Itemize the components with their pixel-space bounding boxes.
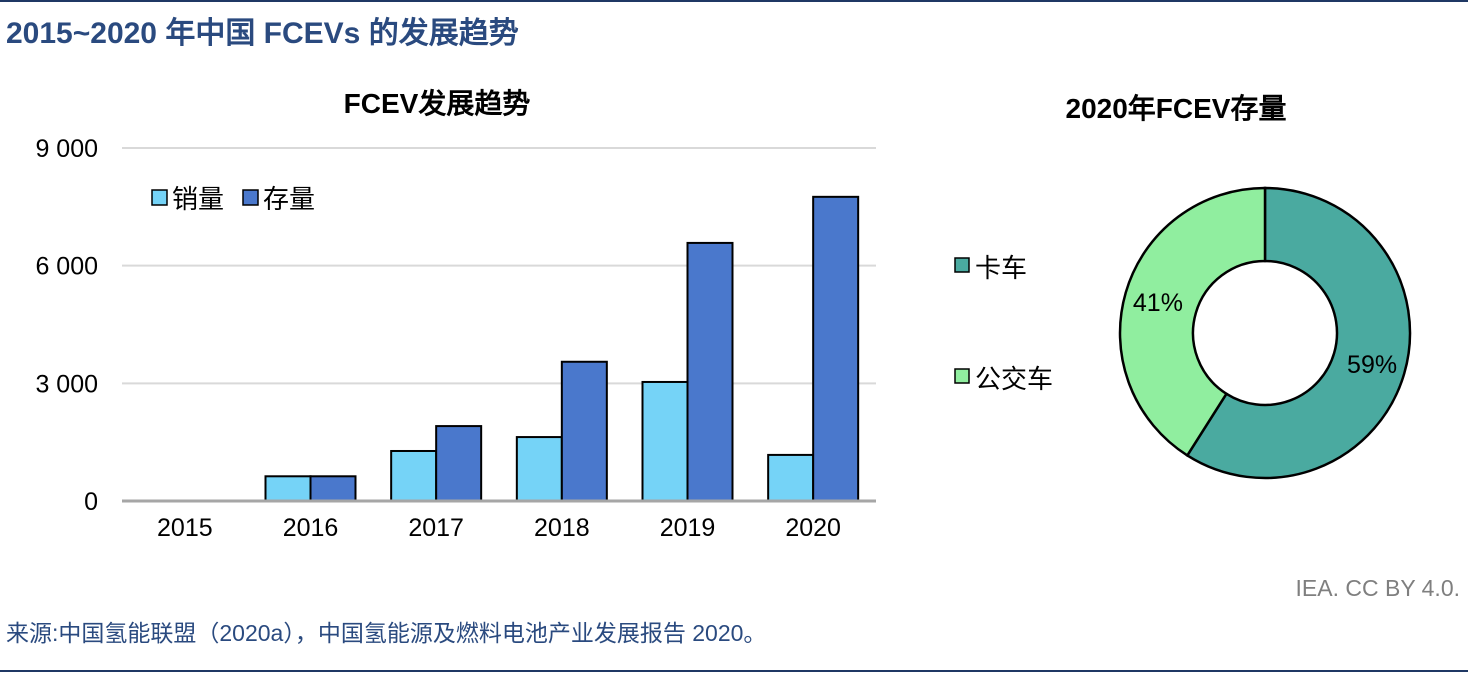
y-tick-label: 9 000 [35, 135, 98, 163]
bar-存量-2019 [686, 241, 734, 502]
donut-slice-卡车 [1185, 186, 1412, 480]
x-tick-label: 2018 [534, 514, 590, 542]
source-note: 来源:中国氢能联盟（2020a），中国氢能源及燃料电池产业发展报告 2020。 [6, 620, 767, 646]
bottom-rule [0, 670, 1468, 672]
y-tick-label: 0 [84, 488, 98, 516]
bar-销量-2018 [515, 436, 563, 502]
license: IEA. CC BY 4.0. [1295, 575, 1460, 601]
slice-value-label: 59% [1347, 351, 1397, 379]
x-tick-label: 2019 [660, 514, 716, 542]
bar-销量-2016 [264, 475, 312, 503]
legend-label: 存量 [263, 184, 315, 214]
legend-swatch [954, 368, 970, 384]
y-tick-label: 6 000 [35, 253, 98, 281]
bar-存量-2017 [435, 425, 483, 502]
bar-销量-2019 [641, 380, 689, 502]
page-title: 2015~2020 年中国 FCEVs 的发展趋势 [6, 17, 519, 50]
bar-销量-2020 [767, 453, 815, 502]
top-rule [0, 0, 1468, 2]
donut-slice-公交车 [1118, 186, 1267, 458]
legend-swatch [954, 257, 970, 273]
bar-存量-2018 [560, 360, 608, 502]
x-tick-label: 2016 [283, 514, 339, 542]
pie-chart-title: 2020年FCEV存量 [1066, 92, 1287, 124]
x-tick-label: 2020 [785, 514, 841, 542]
legend-label: 公交车 [975, 364, 1053, 394]
bar-chart-title: FCEV发展趋势 [344, 87, 531, 119]
legend-label: 销量 [172, 184, 224, 214]
legend-label: 卡车 [975, 253, 1027, 283]
bar-销量-2017 [390, 449, 438, 503]
y-tick-label: 3 000 [35, 370, 98, 398]
x-tick-label: 2015 [157, 514, 213, 542]
legend-swatch [151, 189, 168, 206]
x-tick-label: 2017 [408, 514, 464, 542]
legend-swatch [242, 189, 259, 206]
bar-存量-2020 [812, 195, 860, 502]
bar-存量-2016 [309, 475, 357, 503]
slice-value-label: 41% [1133, 289, 1183, 317]
